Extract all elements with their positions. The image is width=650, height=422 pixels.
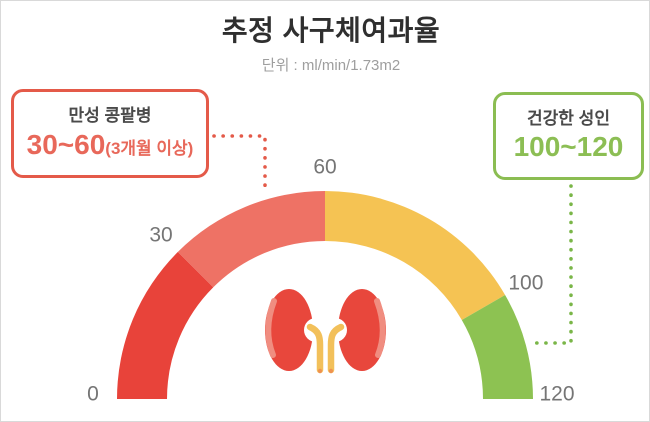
connector-left-dotted-line xyxy=(212,134,267,195)
gauge-tick-label-0: 0 xyxy=(87,383,99,406)
kidney-left-ureter-tip xyxy=(317,368,323,374)
gauge-segment-30-60 xyxy=(177,191,325,288)
kidney-icon xyxy=(265,289,386,374)
gauge-segment-60-100 xyxy=(325,191,506,320)
kidney-right-ureter-tip xyxy=(328,368,334,374)
callout-right-value: 100~120 xyxy=(513,131,624,163)
callout-connectors xyxy=(212,134,573,345)
kidney-right-highlight xyxy=(374,298,386,358)
gauge-tick-label-60: 60 xyxy=(313,156,336,179)
gauge-tick-label-120: 120 xyxy=(539,383,574,406)
kidney-right-body xyxy=(338,289,386,371)
gauge-segments xyxy=(116,191,533,399)
gauge-segment-100-120 xyxy=(461,295,533,399)
callout-right-title: 건강한 성인 xyxy=(527,108,610,128)
kidney-right-ureter xyxy=(327,323,345,374)
page-title: 추정 사구체여과율 xyxy=(221,15,441,46)
callout-left-value-line: 30~60(3개월 이상) xyxy=(27,127,194,162)
kidney-left-highlight xyxy=(265,298,277,358)
connector-right-dotted-line xyxy=(530,184,573,345)
callout-left-title: 만성 콩팥병 xyxy=(68,106,152,126)
callout-healthy-adult: 건강한 성인 100~120 xyxy=(493,92,644,180)
gauge-tick-labels: 0 30 60 100 120 xyxy=(87,156,574,406)
callout-chronic-kidney-disease: 만성 콩팥병 30~60(3개월 이상) xyxy=(11,89,209,178)
gauge-tick-label-100: 100 xyxy=(508,272,543,295)
unit-label: 단위 : ml/min/1.73m2 xyxy=(261,57,401,74)
callout-left-value: 30~60 xyxy=(26,128,106,160)
kidney-left-ureter xyxy=(306,323,324,374)
gauge-segment-0-30 xyxy=(116,251,214,399)
kidney-left-body xyxy=(265,289,313,371)
callout-left-value-suffix: (3개월 이상) xyxy=(105,138,194,158)
gauge-tick-label-30: 30 xyxy=(149,224,172,247)
